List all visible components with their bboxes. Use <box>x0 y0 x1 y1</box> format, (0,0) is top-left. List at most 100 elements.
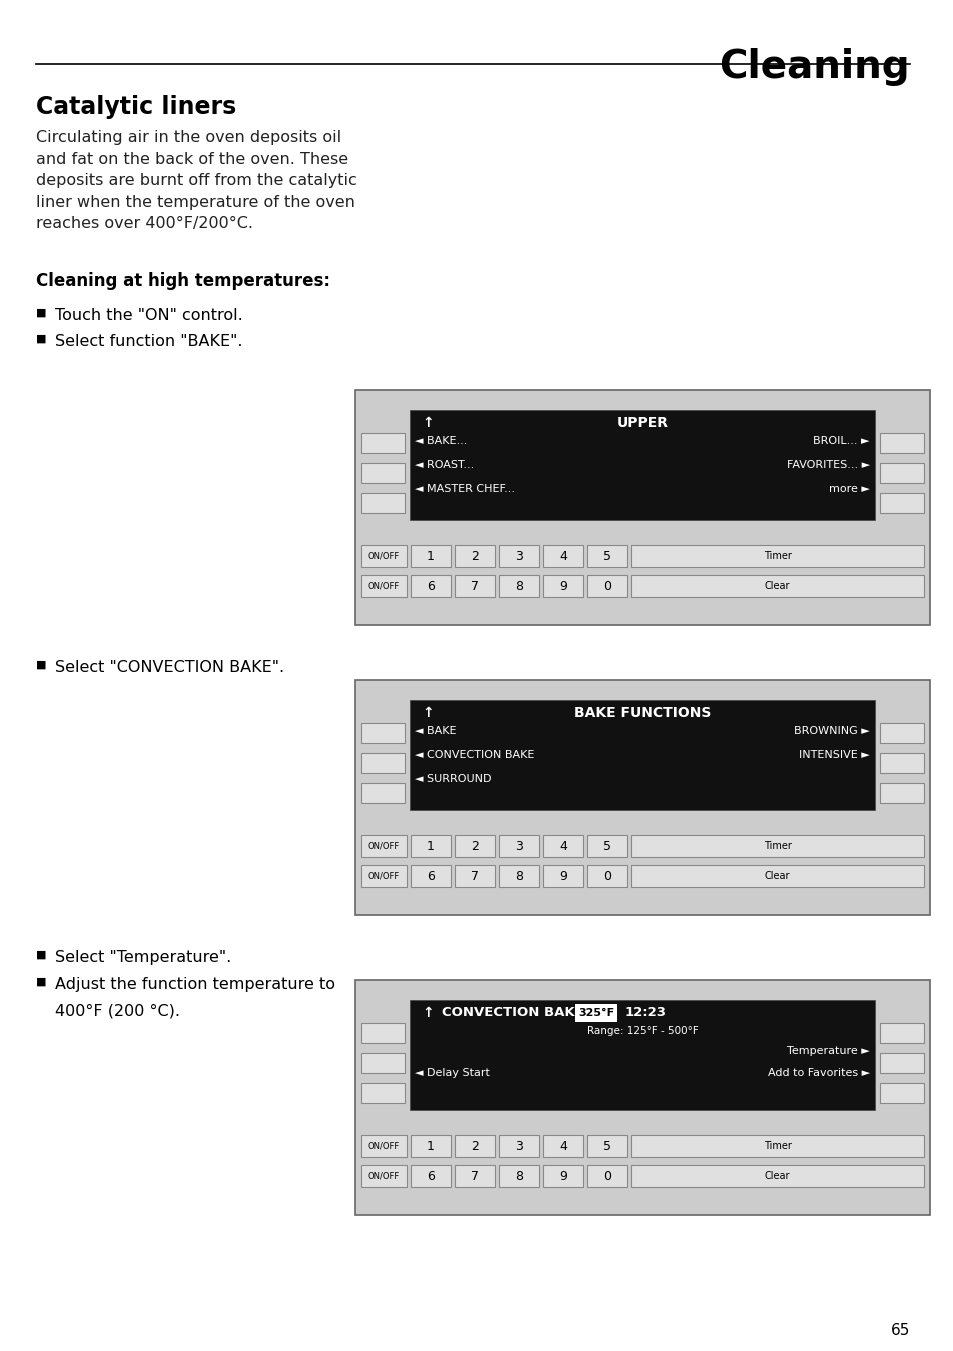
Text: ON/OFF: ON/OFF <box>368 842 399 851</box>
FancyBboxPatch shape <box>360 1023 405 1043</box>
Text: ■: ■ <box>36 977 47 988</box>
Text: Touch the "ON" control.: Touch the "ON" control. <box>55 308 242 323</box>
FancyBboxPatch shape <box>455 544 495 567</box>
FancyBboxPatch shape <box>360 753 405 773</box>
FancyBboxPatch shape <box>411 835 451 857</box>
Text: 65: 65 <box>890 1323 909 1337</box>
Text: INTENSIVE ►: INTENSIVE ► <box>799 750 869 761</box>
FancyBboxPatch shape <box>498 835 538 857</box>
FancyBboxPatch shape <box>542 576 582 597</box>
FancyBboxPatch shape <box>879 493 923 513</box>
Text: ON/OFF: ON/OFF <box>368 871 399 881</box>
FancyBboxPatch shape <box>360 1084 405 1102</box>
Text: ON/OFF: ON/OFF <box>368 1171 399 1181</box>
FancyBboxPatch shape <box>411 544 451 567</box>
FancyBboxPatch shape <box>411 865 451 888</box>
FancyBboxPatch shape <box>360 723 405 743</box>
FancyBboxPatch shape <box>410 1000 874 1111</box>
Text: 8: 8 <box>515 870 522 882</box>
Text: Range: 125°F - 500°F: Range: 125°F - 500°F <box>586 1025 698 1036</box>
Text: 8: 8 <box>515 580 522 593</box>
Text: Select function "BAKE".: Select function "BAKE". <box>55 334 242 349</box>
Text: 1: 1 <box>427 839 435 852</box>
Text: 3: 3 <box>515 1139 522 1152</box>
Text: 6: 6 <box>427 580 435 593</box>
Text: 9: 9 <box>558 870 566 882</box>
Text: Timer: Timer <box>762 551 791 561</box>
Text: BAKE FUNCTIONS: BAKE FUNCTIONS <box>573 707 710 720</box>
FancyBboxPatch shape <box>455 1165 495 1188</box>
Text: ◄ CONVECTION BAKE: ◄ CONVECTION BAKE <box>415 750 534 761</box>
FancyBboxPatch shape <box>879 1023 923 1043</box>
Text: 7: 7 <box>471 580 478 593</box>
Text: 5: 5 <box>602 550 610 562</box>
FancyBboxPatch shape <box>498 1165 538 1188</box>
Text: 7: 7 <box>471 870 478 882</box>
Text: Clear: Clear <box>764 871 789 881</box>
FancyBboxPatch shape <box>360 463 405 484</box>
Text: ◄ ROAST...: ◄ ROAST... <box>415 459 474 470</box>
FancyBboxPatch shape <box>360 1052 405 1073</box>
Text: 4: 4 <box>558 1139 566 1152</box>
Text: Clear: Clear <box>764 581 789 590</box>
FancyBboxPatch shape <box>498 865 538 888</box>
Text: 1: 1 <box>427 1139 435 1152</box>
Text: 1: 1 <box>427 550 435 562</box>
Text: Adjust the function temperature to: Adjust the function temperature to <box>55 977 335 992</box>
Text: 4: 4 <box>558 839 566 852</box>
FancyBboxPatch shape <box>879 1084 923 1102</box>
Text: Circulating air in the oven deposits oil
and fat on the back of the oven. These
: Circulating air in the oven deposits oil… <box>36 130 356 231</box>
Text: ■: ■ <box>36 661 47 670</box>
Text: 0: 0 <box>602 580 610 593</box>
Text: ■: ■ <box>36 308 47 317</box>
Text: ■: ■ <box>36 950 47 961</box>
Text: ON/OFF: ON/OFF <box>368 581 399 590</box>
FancyBboxPatch shape <box>542 1135 582 1156</box>
FancyBboxPatch shape <box>498 1135 538 1156</box>
FancyBboxPatch shape <box>542 865 582 888</box>
Text: Catalytic liners: Catalytic liners <box>36 95 236 119</box>
Text: BROWNING ►: BROWNING ► <box>794 725 869 736</box>
FancyBboxPatch shape <box>630 865 923 888</box>
FancyBboxPatch shape <box>879 1052 923 1073</box>
Text: ↑: ↑ <box>422 707 434 720</box>
Text: 9: 9 <box>558 1170 566 1182</box>
FancyBboxPatch shape <box>630 576 923 597</box>
Text: 2: 2 <box>471 839 478 852</box>
Text: 400°F (200 °C).: 400°F (200 °C). <box>55 1002 180 1019</box>
Text: Timer: Timer <box>762 842 791 851</box>
FancyBboxPatch shape <box>542 544 582 567</box>
Text: Cleaning: Cleaning <box>719 49 909 86</box>
FancyBboxPatch shape <box>360 835 407 857</box>
Text: Clear: Clear <box>764 1171 789 1181</box>
Text: Add to Favorites ►: Add to Favorites ► <box>767 1069 869 1078</box>
Text: Timer: Timer <box>762 1142 791 1151</box>
Text: ■: ■ <box>36 334 47 345</box>
FancyBboxPatch shape <box>542 835 582 857</box>
FancyBboxPatch shape <box>360 1165 407 1188</box>
FancyBboxPatch shape <box>360 576 407 597</box>
FancyBboxPatch shape <box>879 723 923 743</box>
Text: 6: 6 <box>427 1170 435 1182</box>
FancyBboxPatch shape <box>879 753 923 773</box>
Text: 325°F: 325°F <box>578 1008 614 1019</box>
FancyBboxPatch shape <box>360 784 405 802</box>
FancyBboxPatch shape <box>586 544 626 567</box>
FancyBboxPatch shape <box>360 493 405 513</box>
FancyBboxPatch shape <box>498 576 538 597</box>
Text: ON/OFF: ON/OFF <box>368 1142 399 1151</box>
Text: 0: 0 <box>602 870 610 882</box>
FancyBboxPatch shape <box>586 576 626 597</box>
Text: FAVORITES... ►: FAVORITES... ► <box>786 459 869 470</box>
Text: 5: 5 <box>602 1139 610 1152</box>
FancyBboxPatch shape <box>360 865 407 888</box>
Text: ◄ MASTER CHEF...: ◄ MASTER CHEF... <box>415 484 515 494</box>
FancyBboxPatch shape <box>630 544 923 567</box>
Text: ◄ SURROUND: ◄ SURROUND <box>415 774 491 784</box>
FancyBboxPatch shape <box>455 576 495 597</box>
FancyBboxPatch shape <box>586 1165 626 1188</box>
FancyBboxPatch shape <box>410 409 874 520</box>
FancyBboxPatch shape <box>411 576 451 597</box>
Text: 2: 2 <box>471 1139 478 1152</box>
Text: 6: 6 <box>427 870 435 882</box>
